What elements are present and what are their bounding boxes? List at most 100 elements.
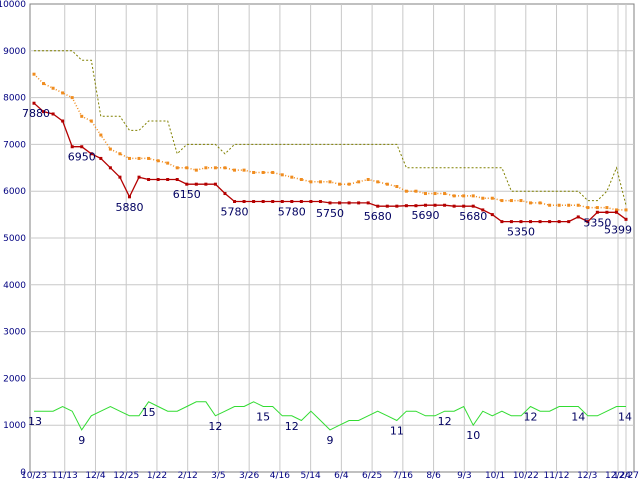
series-point: [108, 147, 112, 151]
series-group: [32, 50, 628, 431]
y-tick-label: 1000: [3, 421, 26, 431]
series-point: [395, 185, 399, 189]
series-point: [471, 204, 475, 208]
x-tick-label: 12/27: [613, 471, 639, 480]
series-point: [614, 210, 618, 214]
x-tick-label: 5/14: [301, 471, 321, 480]
series-point: [529, 201, 533, 205]
price-data-label: 6150: [173, 188, 201, 201]
series-line-0: [34, 50, 627, 206]
series-point: [452, 204, 456, 208]
series-point: [242, 168, 246, 172]
series-point: [70, 145, 74, 149]
x-tick-label: 4/16: [270, 471, 290, 480]
y-tick-label: 8000: [3, 94, 26, 104]
series-point: [147, 156, 151, 160]
series-point: [194, 168, 198, 172]
series-point: [567, 203, 571, 207]
series-point: [261, 199, 265, 203]
count-data-label: 12: [208, 420, 222, 433]
y-tick-label: 9000: [3, 47, 26, 57]
x-tick-label: 10/22: [513, 471, 539, 480]
count-data-label: 14: [571, 410, 585, 423]
x-tick-label: 12/4: [85, 471, 105, 480]
series-point: [99, 133, 103, 137]
series-point: [80, 145, 84, 149]
series-point: [385, 182, 389, 186]
series-point: [347, 201, 351, 205]
series-point: [462, 194, 466, 198]
series-point: [519, 220, 523, 224]
x-tick-label: 7/16: [393, 471, 413, 480]
series-point: [548, 220, 552, 224]
series-point: [252, 170, 256, 174]
series-point: [299, 199, 303, 203]
series-point: [42, 110, 46, 114]
x-tick-label: 1/22: [147, 471, 167, 480]
series-point: [51, 86, 55, 90]
series-point: [290, 199, 294, 203]
series-point: [395, 204, 399, 208]
series-point: [156, 178, 160, 181]
series-point: [576, 203, 580, 207]
series-point: [443, 192, 447, 196]
series-point: [118, 152, 122, 156]
series-point: [481, 196, 485, 200]
series-point: [242, 199, 246, 203]
series-point: [509, 199, 513, 203]
series-point: [366, 201, 370, 205]
series-point: [471, 194, 475, 198]
series-point: [404, 189, 408, 193]
series-point: [452, 194, 456, 198]
series-point: [338, 182, 342, 186]
price-data-label: 5780: [278, 205, 306, 218]
series-point: [404, 204, 408, 208]
price-data-label: 5680: [364, 210, 392, 223]
grid: [30, 4, 634, 472]
series-point: [51, 112, 55, 116]
series-point: [595, 206, 599, 210]
series-point: [137, 175, 141, 179]
series-point: [586, 220, 590, 224]
series-point: [185, 182, 189, 186]
series-point: [127, 156, 131, 160]
series-point: [500, 199, 504, 203]
x-tick-label: 6/4: [334, 471, 349, 480]
series-point: [89, 152, 93, 156]
count-data-label: 9: [78, 434, 85, 447]
series-point: [108, 166, 112, 170]
x-tick-label: 8/6: [426, 471, 441, 480]
price-data-label: 5680: [459, 210, 487, 223]
series-point: [89, 119, 93, 123]
series-point: [414, 189, 418, 193]
series-point: [509, 220, 513, 224]
series-point: [175, 166, 179, 170]
series-point: [309, 199, 313, 203]
series-point: [614, 208, 618, 212]
series-point: [213, 182, 217, 186]
series-point: [99, 156, 103, 160]
count-data-label: 14: [618, 410, 632, 423]
series-point: [299, 178, 303, 181]
series-point: [538, 201, 542, 205]
series-point: [423, 192, 427, 196]
series-point: [376, 180, 380, 184]
series-point: [61, 91, 65, 95]
x-tick-label: 3/26: [239, 471, 259, 480]
price-data-label: 5350: [583, 216, 611, 229]
series-point: [557, 220, 561, 224]
count-data-label: 13: [28, 415, 42, 428]
series-point: [223, 192, 227, 196]
x-tick-label: 12/25: [113, 471, 139, 480]
series-point: [595, 210, 599, 214]
series-point: [309, 180, 313, 184]
data-labels: 7880 6950 5880 6150 5780 5780 5750 5680 5690 5680…: [22, 107, 632, 447]
series-point: [233, 199, 237, 203]
x-tick-label: 12/3: [577, 471, 597, 480]
series-point: [318, 180, 322, 184]
series-point: [357, 180, 361, 184]
series-point: [500, 220, 504, 224]
y-tick-label: 7000: [3, 140, 26, 150]
series-point: [280, 173, 284, 177]
y-tick-label: 0: [20, 468, 26, 478]
